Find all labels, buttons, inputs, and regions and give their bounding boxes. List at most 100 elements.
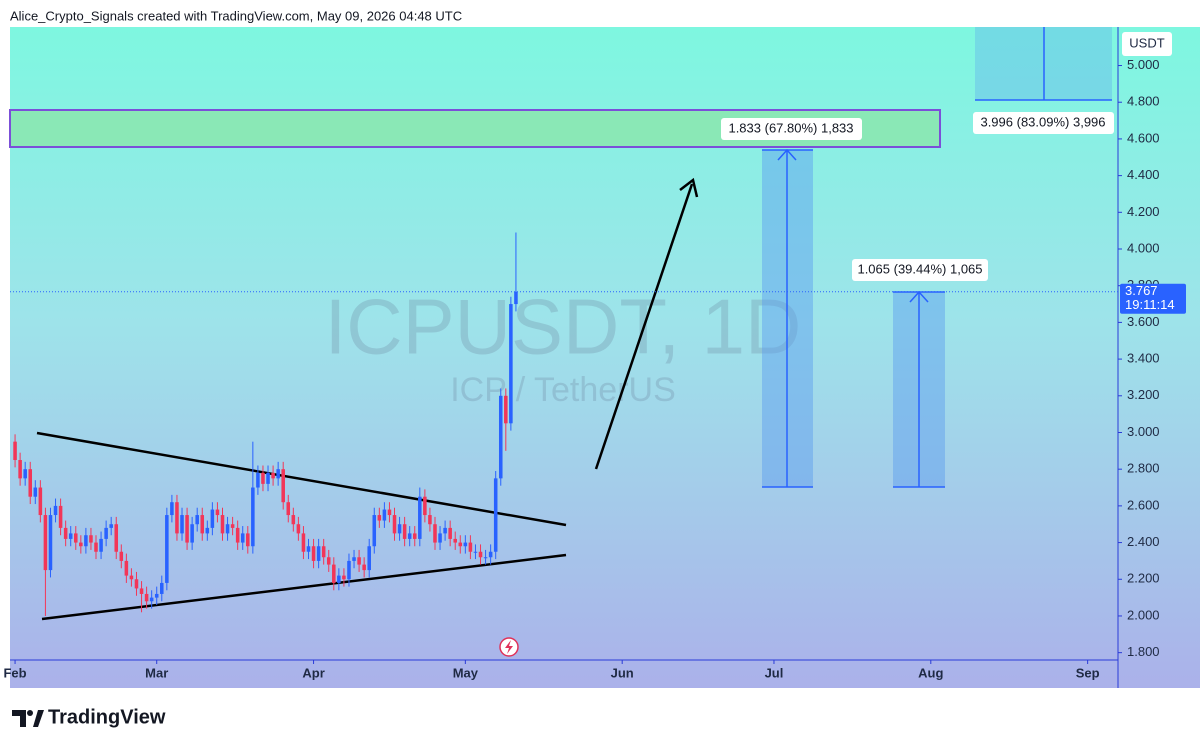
- candle-body: [33, 487, 38, 497]
- candle-body: [119, 551, 124, 561]
- candle-body: [362, 564, 366, 571]
- y-tick-label: 4.400: [1127, 167, 1160, 182]
- candle-body: [332, 564, 336, 583]
- candle-body: [337, 575, 341, 583]
- x-tick-label: Sep: [1076, 665, 1100, 680]
- logo-part: [27, 710, 33, 716]
- candle-body: [18, 460, 22, 479]
- footer-brand: TradingView: [48, 706, 166, 728]
- candle-body: [458, 542, 463, 547]
- candle-body: [316, 546, 321, 561]
- currency-label: USDT: [1129, 35, 1164, 50]
- candle-body: [407, 533, 412, 539]
- candle-body: [63, 527, 68, 539]
- header-credit: Alice_Crypto_Signals created with Tradin…: [10, 8, 462, 23]
- candle-body: [109, 524, 113, 528]
- candle-body: [498, 395, 503, 479]
- triangle-lower-line: [41, 553, 567, 621]
- candle-body: [74, 533, 78, 543]
- candle-body: [357, 557, 361, 565]
- candle-body: [28, 469, 33, 497]
- candle-body: [170, 502, 174, 516]
- logo-part: [33, 710, 44, 727]
- annotation-box: [721, 118, 862, 140]
- y-tick-label: 3.200: [1127, 387, 1160, 402]
- candles: [13, 232, 518, 616]
- x-tick-label: Feb: [3, 665, 26, 680]
- candle-body: [149, 597, 154, 602]
- candle-body: [296, 524, 301, 534]
- annotation-box: [973, 112, 1114, 134]
- candle-body: [504, 395, 508, 424]
- candle-body: [210, 509, 215, 528]
- triangle-upper-line: [36, 431, 567, 527]
- y-tick-label: 3.000: [1127, 424, 1160, 439]
- watermark-description: ICP / TetherUS: [450, 371, 676, 409]
- candle-body: [514, 291, 518, 305]
- y-tick-label: 4.000: [1127, 240, 1160, 255]
- event-icon-bolt: [505, 640, 513, 654]
- candle-body: [342, 575, 346, 580]
- x-tick-label: Jun: [611, 665, 634, 680]
- y-tick-label: 4.600: [1127, 130, 1160, 145]
- y-tick-label: 1.800: [1127, 644, 1160, 659]
- candle-body: [402, 524, 407, 539]
- candle-body: [266, 472, 270, 484]
- y-tick-label: 2.200: [1127, 571, 1160, 586]
- y-tick-label: 4.200: [1127, 204, 1160, 219]
- candle-body: [423, 496, 427, 516]
- candle-body: [256, 472, 260, 488]
- candle-body: [114, 524, 119, 552]
- x-tick-label: Jul: [765, 665, 784, 680]
- candle-body: [43, 515, 48, 571]
- candle-body: [124, 560, 129, 576]
- candle-body: [448, 527, 452, 539]
- candle-body: [94, 542, 98, 552]
- candle-body: [271, 472, 275, 479]
- candle-body: [326, 557, 331, 565]
- candle-body: [397, 524, 402, 534]
- candle-body: [483, 557, 488, 559]
- annotation-box: [852, 259, 988, 281]
- candle-body: [23, 469, 27, 479]
- candle-body: [185, 515, 189, 543]
- candle-body: [261, 472, 265, 484]
- candle-body: [235, 527, 240, 543]
- y-tick-label: 3.400: [1127, 351, 1160, 366]
- bar-countdown: 19:11:14: [1125, 297, 1175, 312]
- candle-body: [488, 551, 493, 558]
- measure-label: 3.996 (83.09%) 3,996: [980, 114, 1105, 129]
- candle-body: [301, 533, 306, 552]
- candle-body: [463, 542, 468, 547]
- candle-body: [139, 588, 144, 594]
- y-tick-label: 2.800: [1127, 461, 1160, 476]
- last-price-box: [1120, 283, 1186, 314]
- candle-body: [387, 509, 392, 516]
- candle-body: [377, 515, 382, 521]
- candle-body: [225, 524, 230, 534]
- x-tick-label: Apr: [302, 665, 324, 680]
- candle-body: [311, 546, 316, 561]
- candle-body: [200, 515, 205, 534]
- candle-body: [175, 502, 179, 534]
- candle-body: [281, 469, 285, 503]
- candle-body: [79, 542, 83, 547]
- candle-body: [418, 496, 422, 539]
- candle-body: [84, 535, 88, 547]
- candle-body: [347, 560, 351, 580]
- candle-body: [53, 505, 58, 516]
- candle-body: [129, 575, 134, 580]
- candle-body: [230, 524, 235, 528]
- candle-body: [412, 533, 417, 539]
- candle-body: [438, 533, 442, 543]
- projection-arrowhead: [679, 177, 699, 198]
- x-tick-label: May: [453, 665, 479, 680]
- candle-body: [190, 524, 194, 543]
- candle-body: [443, 527, 447, 534]
- candle-body: [68, 533, 73, 539]
- candle-body: [180, 515, 184, 534]
- candle-body: [215, 509, 220, 516]
- y-tick-label: 2.400: [1127, 534, 1160, 549]
